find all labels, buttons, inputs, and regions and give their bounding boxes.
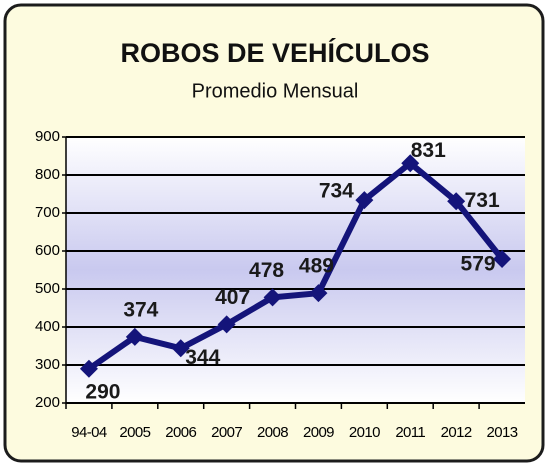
marks: [79, 154, 512, 378]
data-label: 290: [85, 380, 120, 403]
x-tick-label: 2013: [487, 424, 518, 441]
data-label: 407: [215, 286, 250, 309]
plot-area: [66, 137, 525, 403]
x-tick-label: 2006: [165, 424, 196, 441]
data-label: 489: [299, 255, 334, 278]
marker: [401, 154, 420, 173]
marker: [493, 249, 512, 268]
marker: [355, 191, 374, 210]
data-label: 734: [319, 180, 354, 203]
marker: [447, 192, 466, 211]
marker: [263, 288, 282, 307]
y-tick-label: 900: [35, 128, 60, 145]
y-tick-label: 300: [35, 356, 60, 373]
y-tick-label: 500: [35, 280, 60, 297]
data-label: 374: [123, 298, 158, 321]
y-tick-label: 600: [35, 242, 60, 259]
y-tick-label: 400: [35, 318, 60, 335]
grid: [62, 136, 525, 409]
marker: [79, 359, 98, 378]
y-tick-label: 700: [35, 204, 60, 221]
x-tick-label: 2005: [119, 424, 150, 441]
data-label: 478: [249, 259, 284, 282]
x-tick-label: 2012: [441, 424, 472, 441]
data-label: 579: [461, 253, 496, 276]
marker: [217, 315, 236, 334]
chart-subtitle: Promedio Mensual: [192, 80, 359, 102]
series-line: [87, 160, 505, 372]
x-tick-label: 94-04: [71, 424, 107, 441]
marker: [171, 339, 190, 358]
y-tick-label: 800: [35, 166, 60, 183]
marker: [125, 327, 144, 346]
chart-title: ROBOS DE VEHÍCULOS: [120, 37, 429, 68]
marker: [309, 284, 328, 303]
y-tick-label: 200: [35, 394, 60, 411]
x-tick-label: 2010: [349, 424, 380, 441]
data-label: 831: [411, 139, 446, 162]
data-label: 344: [185, 346, 220, 369]
x-tick-label: 2008: [257, 424, 288, 441]
x-tick-label: 2011: [395, 424, 425, 441]
x-tick-label: 2009: [303, 424, 334, 441]
data-label: 731: [465, 189, 500, 212]
x-tick-label: 2007: [211, 424, 242, 441]
